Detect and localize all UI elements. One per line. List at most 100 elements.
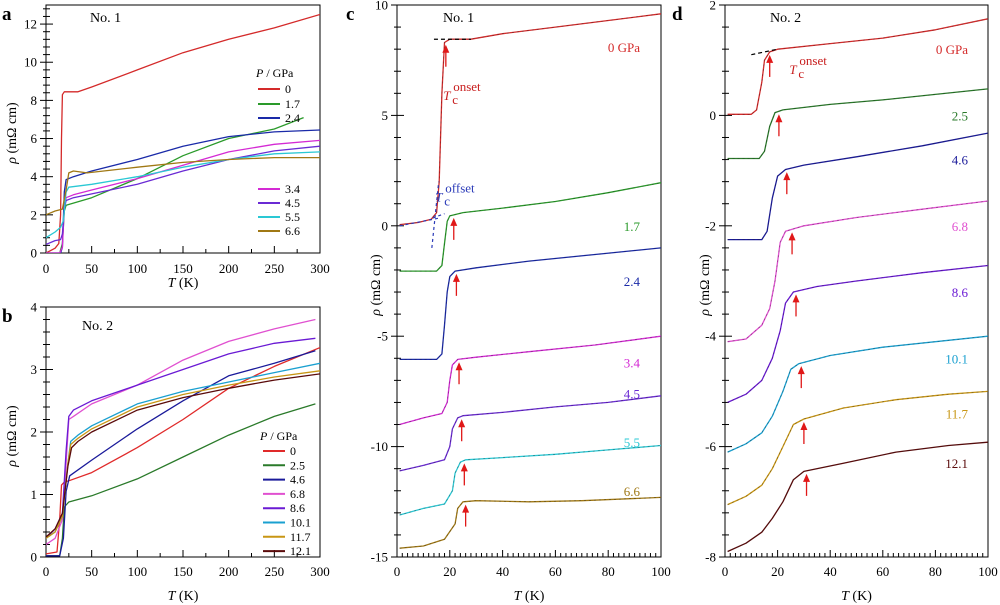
y-tick-label: 4 xyxy=(31,169,38,184)
y-tick-label: -2 xyxy=(705,218,716,233)
x-tick-label: 100 xyxy=(128,564,148,579)
series-line-4-5 xyxy=(399,395,661,472)
y-tick-label: -8 xyxy=(705,550,716,565)
legend-title: P / GPa xyxy=(259,429,298,443)
series-line-2-4 xyxy=(399,247,661,361)
fit-line xyxy=(727,441,988,552)
series-line-5-5 xyxy=(399,444,661,516)
curve-label: 1.7 xyxy=(624,219,641,234)
fit-line xyxy=(399,445,661,516)
onset-arrow-head xyxy=(455,362,463,371)
y-tick-label: -10 xyxy=(371,439,388,454)
x-axis-unit: (K) xyxy=(521,589,544,604)
x-tick-label: 0 xyxy=(43,261,50,276)
fit-line xyxy=(399,13,661,225)
y-tick-label: 8 xyxy=(31,93,38,108)
y-axis-unit: (mΩ cm) xyxy=(369,254,384,309)
y-axis-title: ρ (mΩ cm) xyxy=(5,102,20,165)
offset-slope-dash xyxy=(431,181,440,248)
sample-label: No. 2 xyxy=(770,11,801,26)
y-axis-title: ρ (mΩ cm) xyxy=(5,405,20,468)
x-tick-label: 0 xyxy=(394,564,401,579)
y-tick-label: 2 xyxy=(31,425,38,440)
y-tick-label: 2 xyxy=(31,207,38,222)
tc-onset-sub: c xyxy=(798,66,804,81)
curve-label: 11.7 xyxy=(946,406,969,421)
onset-arrow-head xyxy=(452,273,460,282)
curve-label: 2.5 xyxy=(952,108,968,123)
curve-label: 2.4 xyxy=(624,274,641,289)
x-axis-unit: (K) xyxy=(175,276,198,291)
panel-letter: a xyxy=(2,4,12,25)
y-axis-title: ρ (mΩ cm) xyxy=(698,254,713,317)
curve-label: 3.4 xyxy=(624,356,641,371)
y-tick-label: 5 xyxy=(382,108,389,123)
y-tick-label: -4 xyxy=(705,329,716,344)
x-axis-title: T (K) xyxy=(168,589,199,604)
onset-arrow-head xyxy=(792,294,800,303)
x-axis-title: T (K) xyxy=(168,276,199,291)
x-tick-label: 300 xyxy=(310,564,330,579)
legend-label: 6.6 xyxy=(285,224,300,238)
x-tick-label: 80 xyxy=(929,564,942,579)
y-axis-title: ρ (mΩ cm) xyxy=(369,254,384,317)
onset-arrow-head xyxy=(460,463,468,472)
x-tick-label: 50 xyxy=(85,261,98,276)
x-tick-label: 60 xyxy=(876,564,889,579)
panel-letter: d xyxy=(672,4,683,25)
fit-line xyxy=(727,265,988,403)
panel-letter: b xyxy=(2,306,13,327)
fit-line xyxy=(399,395,661,472)
onset-extrapolation-line xyxy=(751,48,778,56)
y-tick-label: 0 xyxy=(31,550,38,565)
fit-line xyxy=(399,247,661,360)
legend-label: 8.6 xyxy=(290,501,305,515)
curve-label: 4.6 xyxy=(952,153,969,168)
series-line-2-5 xyxy=(46,403,316,557)
curve-label: 8.6 xyxy=(952,285,969,300)
panel-b: 0 50 100 150 200 250 300 0 1 2 3 4 T (K) ρ (mΩ cm) b No… xyxy=(2,300,330,605)
x-axis-symbol: T xyxy=(168,276,177,291)
legend-label: 0 xyxy=(285,82,291,96)
x-tick-label: 0 xyxy=(43,564,50,579)
sample-label: No. 2 xyxy=(82,319,113,334)
legend-label: 5.5 xyxy=(285,210,300,224)
x-axis-title: T (K) xyxy=(514,589,545,604)
series-line-12-1 xyxy=(46,373,320,538)
x-tick-label: 250 xyxy=(265,564,285,579)
fit-line xyxy=(399,182,661,272)
x-tick-label: 40 xyxy=(496,564,509,579)
x-tick-label: 40 xyxy=(824,564,837,579)
tc-onset-sub: c xyxy=(452,92,458,107)
panel-c: 0 20 40 60 80 100 -15 -10 -5 0 5 10 T (K) ρ (mΩ cm) c N… xyxy=(346,0,671,604)
series-line-10-1 xyxy=(727,335,988,453)
x-tick-label: 50 xyxy=(85,564,98,579)
tc-onset-sup: onset xyxy=(453,79,481,94)
onset-arrow-head xyxy=(462,504,470,513)
tc-offset-label: T xyxy=(435,190,443,205)
y-tick-label: 10 xyxy=(375,0,388,13)
y-tick-label: 4 xyxy=(31,300,38,315)
x-tick-label: 100 xyxy=(978,564,998,579)
y-axis-unit: (mΩ cm) xyxy=(5,405,20,460)
legend-label: 11.7 xyxy=(290,530,311,544)
fit-line xyxy=(727,88,988,159)
panel-d: 0 20 40 60 80 100 -8 -6 -4 -2 0 2 T (K) ρ (mΩ cm) d No.… xyxy=(672,0,998,604)
curve-label: 10.1 xyxy=(945,351,968,366)
y-tick-label: 3 xyxy=(31,362,38,377)
x-axis-symbol: T xyxy=(168,589,177,604)
fit-line xyxy=(727,200,988,342)
y-axis-unit: (mΩ cm) xyxy=(698,254,713,309)
onset-arrow-head xyxy=(803,473,811,482)
legend-label: 1.7 xyxy=(285,97,300,111)
onset-arrow-head xyxy=(458,419,466,428)
onset-arrow-head xyxy=(450,217,458,226)
onset-arrow-head xyxy=(800,422,808,430)
y-tick-label: 0 xyxy=(710,108,717,123)
legend-label: 4.5 xyxy=(285,196,300,210)
y-tick-label: 10 xyxy=(24,55,37,70)
curve-label: 12.1 xyxy=(945,456,968,471)
series-line-0-GPa xyxy=(727,18,988,115)
y-tick-label: -5 xyxy=(377,329,388,344)
